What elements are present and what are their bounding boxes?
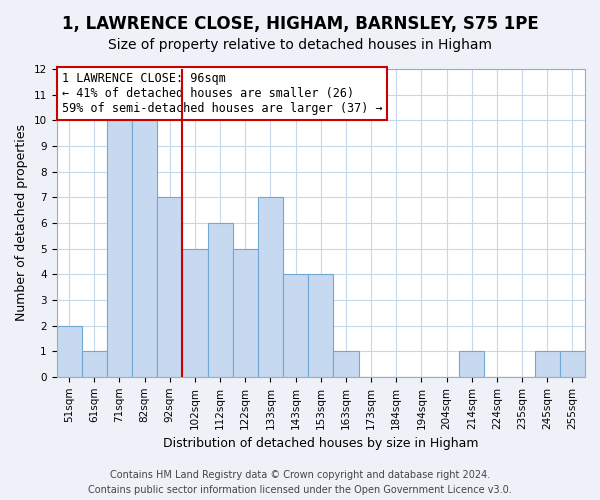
Text: Contains HM Land Registry data © Crown copyright and database right 2024.
Contai: Contains HM Land Registry data © Crown c… — [88, 470, 512, 495]
Bar — [283, 274, 308, 377]
Bar — [208, 223, 233, 377]
Bar — [132, 120, 157, 377]
Bar — [459, 351, 484, 377]
Bar — [233, 248, 258, 377]
Bar — [308, 274, 334, 377]
X-axis label: Distribution of detached houses by size in Higham: Distribution of detached houses by size … — [163, 437, 479, 450]
Bar — [107, 120, 132, 377]
Text: Size of property relative to detached houses in Higham: Size of property relative to detached ho… — [108, 38, 492, 52]
Bar — [258, 198, 283, 377]
Bar — [82, 351, 107, 377]
Bar — [182, 248, 208, 377]
Text: 1, LAWRENCE CLOSE, HIGHAM, BARNSLEY, S75 1PE: 1, LAWRENCE CLOSE, HIGHAM, BARNSLEY, S75… — [62, 15, 538, 33]
Y-axis label: Number of detached properties: Number of detached properties — [15, 124, 28, 322]
Bar — [535, 351, 560, 377]
Bar — [157, 198, 182, 377]
Bar — [334, 351, 359, 377]
Text: 1 LAWRENCE CLOSE: 96sqm
← 41% of detached houses are smaller (26)
59% of semi-de: 1 LAWRENCE CLOSE: 96sqm ← 41% of detache… — [62, 72, 382, 115]
Bar — [56, 326, 82, 377]
Bar — [560, 351, 585, 377]
